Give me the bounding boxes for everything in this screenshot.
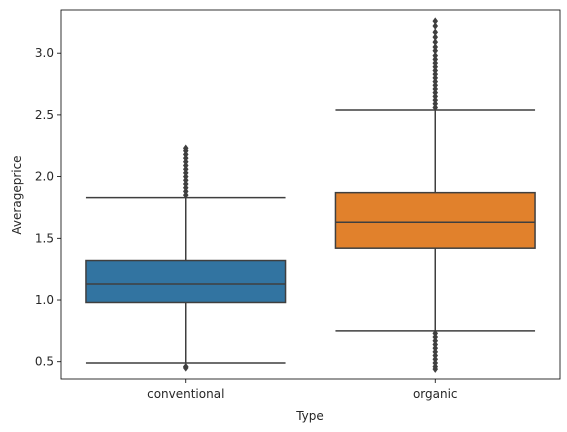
outlier-point	[182, 144, 189, 152]
outlier-point	[182, 172, 189, 181]
outlier-point	[432, 85, 439, 93]
outlier-point	[432, 17, 439, 25]
box-conventional	[85, 144, 287, 372]
y-tick-label: 2.0	[35, 170, 54, 184]
y-tick-label: 2.5	[35, 108, 54, 122]
outlier-point	[432, 28, 439, 36]
outlier-point	[432, 66, 439, 75]
outlier-point	[432, 77, 439, 86]
x-axis-label: Type	[295, 409, 324, 423]
outlier-point	[432, 365, 439, 373]
outlier-point	[432, 74, 439, 82]
x-tick-label: organic	[413, 387, 458, 401]
outlier-point	[432, 100, 439, 108]
outlier-point	[182, 169, 189, 177]
outlier-point	[432, 47, 439, 55]
outlier-point	[432, 81, 439, 89]
outlier-point	[182, 165, 189, 173]
outlier-point	[432, 22, 439, 30]
y-tick-label: 0.5	[35, 355, 54, 369]
outlier-point	[182, 176, 189, 185]
outlier-point	[182, 184, 189, 192]
outlier-point	[432, 88, 439, 97]
outlier-point	[432, 33, 439, 41]
y-tick-label: 1.0	[35, 293, 54, 307]
outlier-point	[182, 158, 189, 166]
outlier-point	[432, 103, 439, 112]
outlier-point	[432, 70, 439, 78]
iqr-box	[85, 259, 287, 304]
y-axis-label: Averageprice	[10, 155, 24, 234]
outlier-point	[182, 364, 189, 372]
outlier-point	[432, 96, 439, 104]
y-tick-label: 1.5	[35, 231, 54, 245]
box-organic	[334, 17, 536, 373]
outlier-point	[432, 55, 439, 64]
outlier-point	[432, 51, 439, 60]
outlier-point	[182, 161, 189, 170]
outlier-point	[182, 154, 189, 162]
y-tick-label: 3.0	[35, 46, 54, 60]
plot-frame	[60, 9, 561, 380]
outlier-point	[432, 63, 439, 71]
outlier-point	[182, 180, 189, 188]
iqr-box	[334, 191, 536, 249]
x-tick-label: conventional	[147, 387, 224, 401]
outlier-point	[182, 187, 189, 196]
outlier-point	[432, 43, 439, 51]
outlier-point	[432, 59, 439, 67]
outlier-point	[182, 191, 189, 199]
outlier-point	[432, 92, 439, 101]
outlier-point	[432, 38, 439, 46]
outlier-point	[182, 150, 189, 159]
